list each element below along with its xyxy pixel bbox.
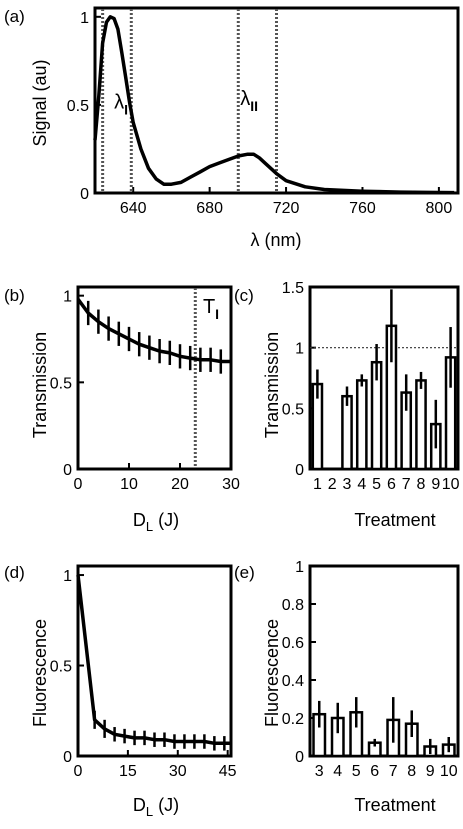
panel-b-annotation-sub: I: [215, 306, 219, 322]
panel-b-ytick-label: 0.5: [50, 375, 72, 392]
panel-a-annotation: λII: [240, 88, 258, 114]
panel-c-ytick-label: 1: [295, 341, 304, 358]
panel-b-xlabel-main: D: [133, 510, 146, 530]
panel-d-xlabel-rest: (J): [153, 795, 179, 815]
panel-e-xtick-label: 3: [315, 763, 324, 780]
panel-c-xtick-label: 4: [357, 476, 366, 493]
panel-c-xlabel: Treatment: [354, 510, 435, 530]
panel-c-ytick-label: 0: [295, 462, 304, 479]
panel-a-xlabel: λ (nm): [251, 230, 302, 250]
panel-e-ytick-label: 0: [295, 749, 304, 766]
panel-d-ytick-label: 0: [63, 749, 72, 766]
panel-a-annotation-sub: II: [250, 98, 258, 114]
panel-b-xtick-label: 0: [74, 476, 83, 493]
panel-e-ytick-label: 1: [295, 559, 304, 576]
panel-b-label: (b): [4, 286, 25, 305]
panel-d-ylabel: Fluorescence: [30, 619, 50, 727]
panel-d-plot-frame: [76, 564, 233, 758]
panel-c-xtick-label: 9: [431, 476, 440, 493]
panel-e-fluorescence-by-treatment: (e) Fluorescence Treatment 0 0.2 0.4 0.6 0.8…: [234, 559, 460, 815]
panel-b-xtick-label: 30: [222, 476, 240, 493]
panel-c-xtick-label: 1: [313, 476, 322, 493]
panel-a-xtick-label: 640: [120, 200, 147, 217]
panel-b-ylabel: Transmission: [30, 332, 50, 438]
panel-d-xlabel-sub: L: [146, 804, 153, 819]
panel-a-label: (a): [4, 7, 25, 26]
panel-b-annotation: TI: [203, 296, 219, 322]
panel-a-data-line: [93, 15, 455, 195]
panel-c-label: (c): [234, 286, 254, 305]
panel-b-ytick-label: 1: [63, 289, 72, 306]
panel-c-bar: [341, 394, 353, 471]
panel-c-ytick-label: 0.5: [282, 401, 304, 418]
panel-a-ytick-label: 0: [80, 186, 89, 203]
panel-e-xtick-label: 10: [440, 763, 458, 780]
panel-c-ylabel: Transmission: [262, 332, 282, 438]
panel-d-xlabel-main: D: [133, 795, 146, 815]
panel-c-xtick-label: 5: [372, 476, 381, 493]
panel-b-data-line: [76, 298, 231, 364]
panel-c-xtick-label: 7: [402, 476, 411, 493]
panel-e-plot-frame: [308, 564, 460, 758]
panel-a-annotation-sub: I: [124, 101, 128, 117]
panel-e-ytick-label: 0.8: [282, 597, 304, 614]
panel-e-ytick-label: 0.6: [282, 635, 304, 652]
panel-a-ytick-label: 0.5: [67, 98, 89, 115]
panel-b-plot-frame: [76, 285, 233, 471]
panel-e-xlabel: Treatment: [354, 795, 435, 815]
panel-c-xtick-label: 2: [328, 476, 337, 493]
panel-b-xtick-label: 20: [171, 476, 189, 493]
panel-e-ytick-label: 0.4: [282, 673, 304, 690]
panel-b-xtick-label: 10: [120, 476, 138, 493]
panel-b-annotation-main: T: [203, 296, 215, 318]
panel-e-ytick-label: 0.2: [282, 711, 304, 728]
panel-c-xtick-label: 10: [442, 476, 460, 493]
panel-a-xtick-label: 720: [273, 200, 300, 217]
panel-a-xtick-label: 760: [349, 200, 376, 217]
panel-e-xtick-label: 4: [333, 763, 342, 780]
panel-c-xtick-label: 6: [387, 476, 396, 493]
panel-c-plot-frame: [308, 285, 460, 471]
panel-d-xtick-label: 15: [119, 763, 137, 780]
panel-d-ytick-label: 0.5: [50, 659, 72, 676]
panel-d-ytick-label: 1: [63, 568, 72, 585]
panel-a-xtick-label: 800: [426, 200, 453, 217]
panel-c-bar: [415, 379, 427, 471]
panel-b-ytick-label: 0: [63, 462, 72, 479]
panel-d-label: (d): [4, 563, 25, 582]
panel-a-ylabel: Signal (au): [30, 59, 50, 146]
panel-d-xtick-label: 0: [74, 763, 83, 780]
panel-a-plot-frame: [93, 6, 460, 195]
panel-a-annotation-main: λ: [114, 91, 124, 113]
panel-c-xtick-label: 3: [343, 476, 352, 493]
panel-c-ytick-label: 1.5: [282, 280, 304, 297]
panel-a-signal-spectrum: (a) Signal (au) λ (nm) 0 0.5 1 640 680 720 760…: [4, 6, 460, 250]
panel-d-xtick-label: 30: [169, 763, 187, 780]
panel-a-annotation-main: λ: [240, 88, 250, 110]
panel-b-xlabel-sub: L: [146, 519, 153, 534]
panel-d-xtick-label: 45: [219, 763, 237, 780]
panel-e-xtick-label: 6: [370, 763, 379, 780]
panel-d-fluorescence-vs-dose: (d) Fluorescence DL (J) 0 0.5 1 0 15 30 45: [4, 563, 237, 819]
panel-e-ylabel: Fluorescence: [262, 619, 282, 727]
panel-b-xlabel-rest: (J): [153, 510, 179, 530]
panel-d-xlabel: DL (J): [133, 795, 179, 819]
panel-e-xtick-label: 5: [352, 763, 361, 780]
panel-a-xtick-label: 680: [196, 200, 223, 217]
panel-e-xtick-label: 8: [407, 763, 416, 780]
panel-a-annotation: λI: [114, 91, 128, 117]
panel-e-label: (e): [234, 563, 255, 582]
panel-c-xtick-label: 8: [417, 476, 426, 493]
panel-e-xtick-label: 9: [426, 763, 435, 780]
panel-c-transmission-by-treatment: (c) Transmission Treatment 00.511.51 2 3 4 5…: [234, 280, 460, 530]
panel-c-bar: [355, 379, 368, 471]
panel-e-xtick-label: 7: [389, 763, 398, 780]
panel-a-ytick-label: 1: [80, 10, 89, 27]
panel-b-xlabel: DL (J): [133, 510, 179, 534]
panel-d-data-line: [76, 574, 231, 746]
